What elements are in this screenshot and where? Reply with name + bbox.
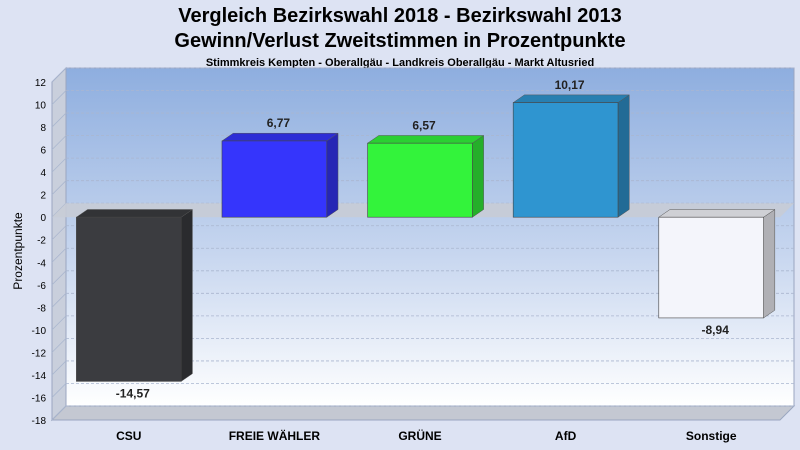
bar-top	[512, 94, 631, 103]
y-tick-label: -8	[37, 303, 46, 314]
data-label: -8,94	[702, 323, 730, 337]
gridline-side	[51, 225, 67, 241]
bar	[658, 216, 764, 319]
data-label: -14,57	[116, 386, 150, 400]
gridline-side	[51, 157, 67, 173]
plot-area: 12 10 8 6 4 2 0 -2 -4 -6 -8 -10 -12 -14 -16 -18 Prozentp…	[11, 66, 796, 443]
gridline-side	[51, 270, 67, 286]
y-axis-label: Prozentpunkte	[11, 212, 25, 290]
left-wall	[51, 66, 67, 422]
floor	[50, 405, 796, 421]
data-label: 6,77	[267, 116, 291, 130]
gridline-side	[51, 180, 67, 195]
gridline-side	[51, 315, 67, 331]
chart-title-line1: Vergleich Bezirkswahl 2018 - Bezirkswahl…	[178, 5, 622, 27]
gridline-side	[51, 112, 67, 128]
y-tick-label: -2	[37, 236, 46, 247]
gridline-side	[51, 360, 67, 376]
y-tick-label: 10	[35, 101, 47, 112]
bar	[221, 140, 328, 218]
gridline-side	[51, 135, 67, 150]
x-tick-label: Sonstige	[686, 429, 737, 443]
y-tick-label: 12	[35, 78, 47, 89]
y-tick-label: -16	[32, 393, 47, 404]
y-tick-label: -18	[32, 416, 47, 427]
chart-title-line2: Gewinn/Verlust Zweitstimmen in Prozentpu…	[174, 30, 626, 52]
gridline-side	[51, 405, 67, 421]
y-tick-label: -6	[37, 281, 46, 292]
y-tick-label: -4	[37, 258, 46, 269]
bar	[76, 216, 182, 382]
y-tick-label: 2	[40, 191, 46, 202]
data-label: 10,17	[555, 78, 585, 92]
y-tick-label: 6	[40, 146, 46, 157]
gridline-side	[51, 67, 67, 83]
gridline-side	[51, 247, 67, 263]
bar	[367, 142, 473, 218]
bar-side	[326, 132, 339, 218]
y-tick-label: -14	[32, 371, 47, 382]
bar-top	[366, 135, 485, 144]
x-tick-label: FREIE WÄHLER	[229, 428, 321, 443]
bar-top	[75, 209, 194, 218]
bar-side	[180, 209, 193, 382]
y-tick-label: 4	[40, 168, 46, 179]
bar-top	[657, 209, 776, 218]
bar-top	[221, 132, 339, 142]
gridline-side	[51, 293, 67, 308]
y-tick-label: 0	[40, 213, 46, 224]
data-label: 6,57	[412, 118, 436, 132]
title-block: Vergleich Bezirkswahl 2018 - Bezirkswahl…	[0, 4, 800, 69]
y-tick-label: 8	[40, 123, 46, 134]
bar-side	[617, 94, 630, 218]
bar	[512, 102, 619, 218]
y-tick-label: -12	[32, 348, 47, 359]
x-tick-label: GRÜNE	[398, 428, 441, 443]
bar-side	[763, 209, 776, 319]
y-tick-label: -10	[32, 326, 47, 337]
x-tick-label: AfD	[555, 429, 577, 443]
gridline-side	[51, 90, 67, 105]
gridline-side	[51, 338, 67, 353]
bar-side	[472, 135, 484, 218]
gridline-side	[51, 383, 67, 398]
x-tick-label: CSU	[116, 429, 141, 443]
chart-subtitle: Stimmkreis Kempten - Oberallgäu - Landkr…	[205, 57, 595, 69]
